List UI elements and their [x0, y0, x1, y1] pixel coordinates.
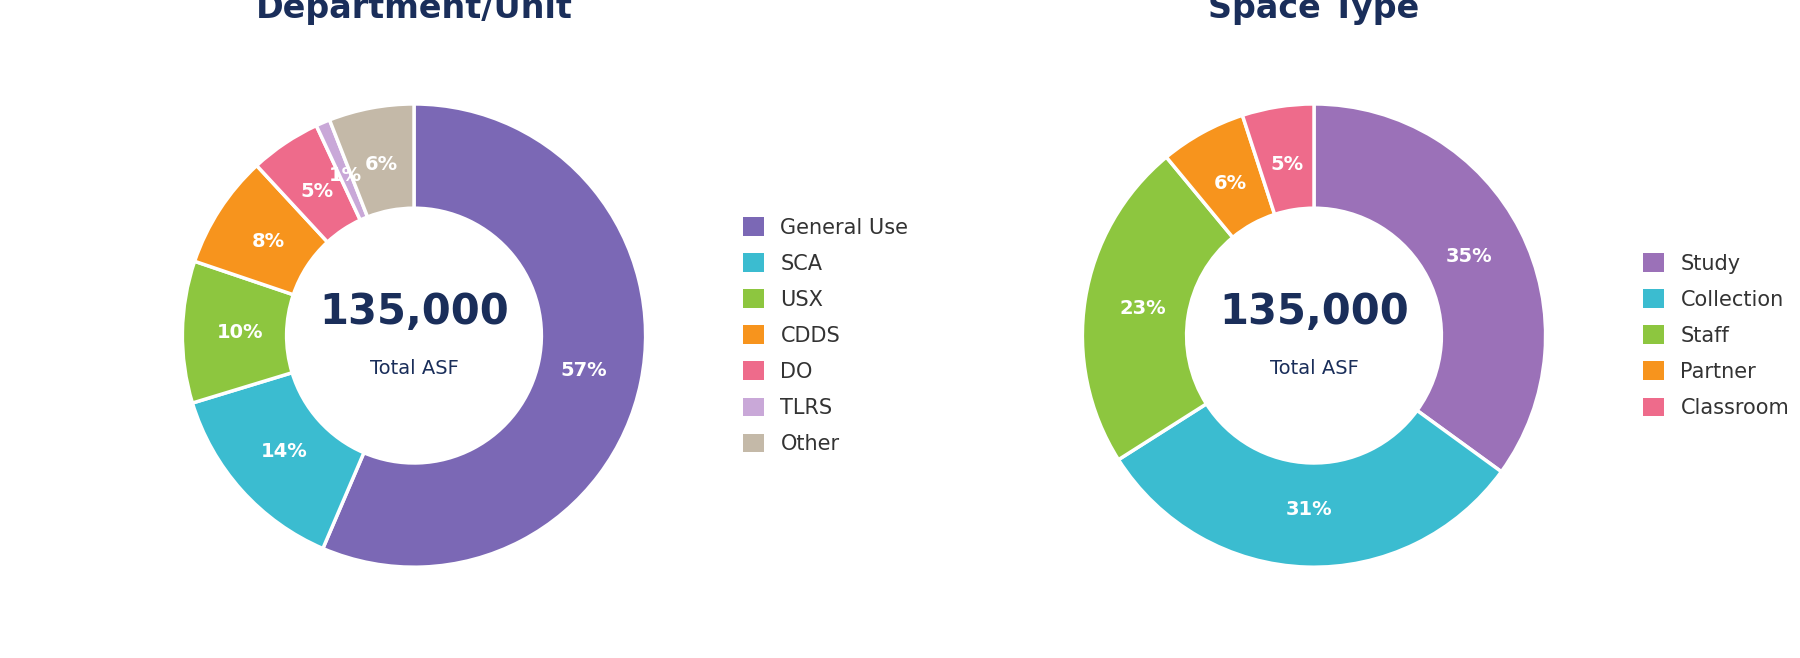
- Text: 8%: 8%: [252, 232, 284, 251]
- Text: 35%: 35%: [1445, 247, 1492, 266]
- Wedge shape: [1242, 104, 1314, 215]
- Wedge shape: [257, 126, 360, 242]
- Legend: General Use, SCA, USX, CDDS, DO, TLRS, Other: General Use, SCA, USX, CDDS, DO, TLRS, O…: [743, 217, 909, 454]
- Wedge shape: [1314, 104, 1546, 472]
- Text: 14%: 14%: [261, 442, 308, 461]
- Legend: Study, Collection, Staff, Partner, Classroom: Study, Collection, Staff, Partner, Class…: [1643, 253, 1789, 418]
- Wedge shape: [182, 261, 293, 403]
- Wedge shape: [329, 104, 414, 217]
- Wedge shape: [1118, 404, 1501, 567]
- Title: Department/Unit: Department/Unit: [256, 0, 572, 25]
- Wedge shape: [1082, 157, 1233, 460]
- Text: 10%: 10%: [218, 323, 263, 342]
- Text: 31%: 31%: [1285, 499, 1332, 519]
- Text: Total ASF: Total ASF: [1269, 359, 1359, 378]
- Text: 57%: 57%: [562, 361, 607, 380]
- Text: 6%: 6%: [365, 155, 398, 174]
- Text: 1%: 1%: [329, 166, 362, 186]
- Title: Space Type: Space Type: [1208, 0, 1420, 25]
- Wedge shape: [317, 120, 367, 220]
- Wedge shape: [322, 104, 646, 567]
- Text: 135,000: 135,000: [1219, 291, 1409, 334]
- Text: 23%: 23%: [1120, 299, 1166, 318]
- Wedge shape: [193, 372, 364, 549]
- Wedge shape: [1166, 115, 1274, 238]
- Text: 5%: 5%: [1271, 155, 1303, 174]
- Text: 6%: 6%: [1213, 174, 1247, 193]
- Wedge shape: [194, 166, 328, 295]
- Text: 5%: 5%: [301, 182, 333, 201]
- Text: 135,000: 135,000: [319, 291, 509, 334]
- Text: Total ASF: Total ASF: [369, 359, 459, 378]
